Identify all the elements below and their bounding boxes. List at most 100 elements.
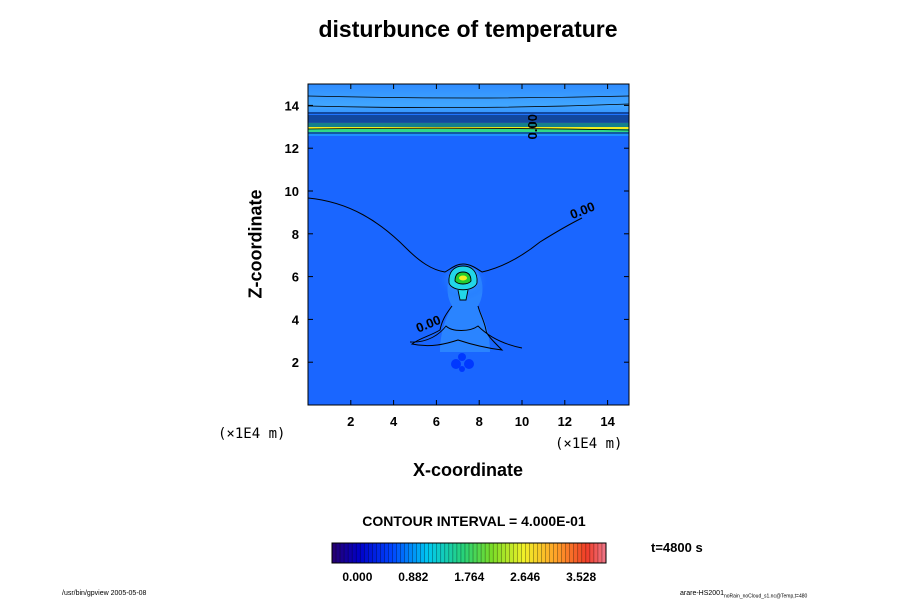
colorbar-cell [541, 543, 546, 563]
y-tick-label: 10 [285, 184, 299, 199]
x-tick-label: 2 [347, 414, 354, 429]
colorbar-cell [493, 543, 498, 563]
colorbar-cell [348, 543, 353, 563]
colorbar-cell [573, 543, 579, 563]
upper-layer-cyan [308, 123, 629, 127]
upper-layer-lower [308, 132, 629, 136]
y-axis-label: Z-coordinate [245, 189, 266, 299]
plot-frame [307, 83, 630, 406]
colorbar-cell [452, 543, 458, 563]
y-tick-label: 6 [292, 270, 299, 285]
colorbar-cell [332, 543, 337, 563]
x-tick-label: 10 [515, 414, 529, 429]
y-axis-unit: (×1E4 m) [218, 426, 286, 442]
y-tick-label: 12 [285, 141, 299, 156]
time-label: t=4800 s [651, 540, 703, 555]
colorbar-cell [569, 543, 575, 563]
colorbar-tick-label: 3.528 [566, 570, 596, 584]
colorbar-cell [545, 543, 550, 563]
colorbar-cell [577, 543, 583, 563]
colorbar-cell [549, 543, 554, 563]
contour-label: 0.00 [525, 114, 540, 139]
plume-cap-yellow [459, 275, 467, 281]
colorbar-cell [436, 543, 442, 563]
colorbar-cell [473, 543, 478, 563]
colorbar-cell [553, 543, 558, 563]
colorbar-cell [601, 543, 607, 563]
colorbar-cell [521, 543, 526, 563]
colorbar-cell [416, 543, 421, 563]
colorbar-cell [344, 543, 349, 563]
colorbar-cell [428, 543, 434, 563]
colorbar-tick-label: 2.646 [510, 570, 540, 584]
colorbar-cell [505, 543, 510, 563]
zero-contour-upper [308, 197, 583, 273]
colorbar-cell [597, 543, 603, 563]
x-tick-label: 4 [390, 414, 398, 429]
colorbar-cell [529, 543, 534, 563]
cold-pool [451, 353, 474, 372]
plume-stem [458, 290, 468, 300]
colorbar-cell [440, 543, 446, 563]
colorbar: 0.000 0.882 1.764 2.646 3.528 [331, 542, 607, 584]
colorbar-cell [412, 543, 417, 563]
footer-file-info: arare-HS2001noRain_noCloud_s1.nc@Temp,t=… [680, 590, 807, 599]
colorbar-cell [364, 543, 369, 563]
colorbar-cell [477, 543, 482, 563]
colorbar-cell [356, 543, 361, 563]
colorbar-cell [485, 543, 490, 563]
colorbar-cell [581, 543, 587, 563]
upper-contour-lines [308, 95, 629, 134]
colorbar-cell [404, 543, 409, 563]
colorbar-cell [352, 543, 357, 563]
colorbar-tick-label: 0.882 [398, 570, 428, 584]
colorbar-tick-label: 0.000 [342, 570, 372, 584]
x-axis-label: X-coordinate [412, 460, 524, 480]
colorbar-cell [400, 543, 405, 563]
colorbar-cell [396, 543, 401, 563]
x-tick-label: 8 [476, 414, 483, 429]
colorbar-tick-label: 1.764 [454, 570, 484, 584]
colorbar-cell [533, 543, 538, 563]
colorbar-cell [388, 543, 393, 563]
colorbar-cell [360, 543, 365, 563]
colorbar-cell [489, 543, 494, 563]
x-tick-label: 14 [600, 414, 615, 429]
colorbar-frame [331, 542, 607, 564]
colorbar-cell [469, 543, 474, 563]
colorbar-cell [392, 543, 397, 563]
footer-program-info: /usr/bin/gpview 2005-05-08 [62, 590, 147, 597]
colorbar-cell [424, 543, 430, 563]
y-tick-label: 2 [292, 355, 299, 370]
x-tick-label: 6 [433, 414, 440, 429]
colorbar-cell [432, 543, 438, 563]
colorbar-cell [589, 543, 595, 563]
upper-layer-band-mid [308, 112, 629, 122]
footer-file-sub: noRain_noCloud_s1.nc@Temp,t=480 [723, 593, 808, 600]
colorbar-cell [509, 543, 514, 563]
colorbar-cell [537, 543, 542, 563]
colorbar-cell [380, 543, 385, 563]
colorbar-cell [513, 543, 518, 563]
colorbar-cell [456, 543, 462, 563]
colorbar-cell [525, 543, 530, 563]
y-tick-label: 14 [285, 98, 300, 113]
colorbar-cell [420, 543, 425, 563]
colorbar-cell [517, 543, 522, 563]
colorbar-cell [501, 543, 506, 563]
colorbar-cell [372, 543, 377, 563]
colorbar-cell [460, 543, 466, 563]
colorbar-cell [585, 543, 591, 563]
chart-title: disturbunce of temperature [318, 16, 618, 42]
x-axis-unit: (×1E4 m) [555, 436, 623, 452]
colorbar-cell [593, 543, 599, 563]
colorbar-cell [557, 543, 562, 563]
colorbar-cell [368, 543, 373, 563]
y-tick-label: 4 [292, 312, 300, 327]
zero-contour-lower [410, 305, 504, 351]
contour-interval-label: CONTOUR INTERVAL = 4.000E-01 [362, 513, 586, 529]
colorbar-cell [481, 543, 486, 563]
colorbar-cell [561, 543, 567, 563]
y-tick-label: 8 [292, 227, 299, 242]
